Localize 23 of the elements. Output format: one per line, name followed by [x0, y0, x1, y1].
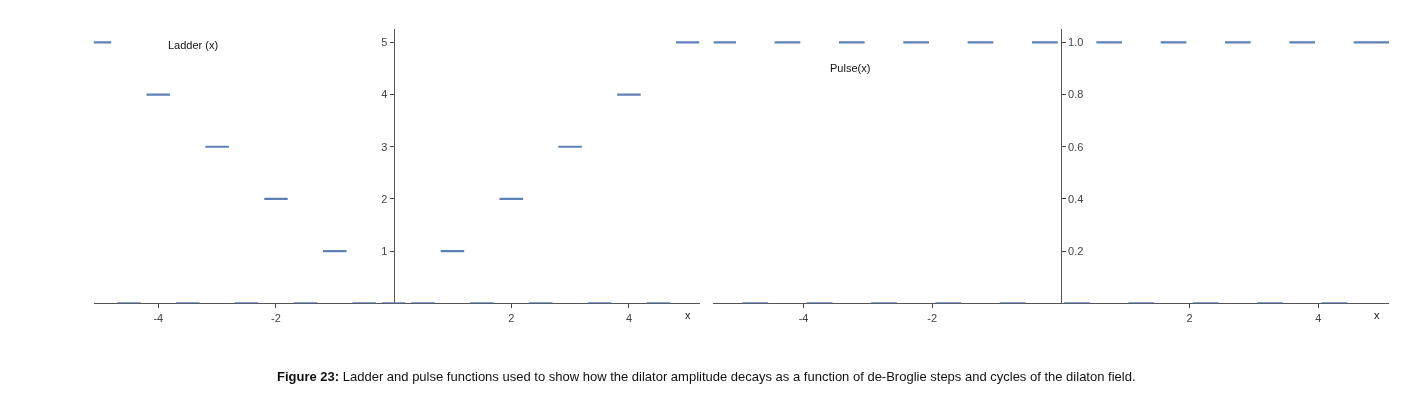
y-tick-label: 0.2	[1068, 245, 1084, 258]
text: Ladder (x)	[168, 39, 219, 51]
caption: Figure 23: Ladder and pulse functions used to show how the dilator amplitude decays as a function of de-Broglie steps and cycles of the dilaton field.	[277, 369, 1136, 384]
x-tick-label: 4	[625, 311, 632, 324]
y-tick-label: 4	[381, 88, 388, 101]
x-tick-label: 2	[508, 311, 515, 324]
y-tick-label: 2	[381, 192, 388, 205]
x-tick-label: -2	[927, 311, 938, 324]
x-tick-label: 2	[1186, 311, 1193, 324]
y-tick-label: 5	[381, 36, 388, 49]
x-tick-label: -4	[153, 311, 164, 324]
y-tick-label: 3	[381, 140, 388, 153]
text: Pulse(x)	[830, 62, 871, 74]
y-tick-label: 1	[381, 245, 388, 258]
x-tick-label: -2	[271, 311, 281, 324]
x-axis-title: x	[685, 309, 691, 321]
y-tick-label: 0.4	[1068, 192, 1084, 205]
y-tick-label: 0.6	[1068, 140, 1084, 153]
y-tick-label: 0.8	[1068, 88, 1084, 101]
y-tick-label: 1.0	[1068, 36, 1084, 49]
x-axis-title: x	[1374, 309, 1380, 321]
x-tick-label: -4	[798, 311, 809, 324]
x-tick-label: 4	[1315, 311, 1322, 324]
